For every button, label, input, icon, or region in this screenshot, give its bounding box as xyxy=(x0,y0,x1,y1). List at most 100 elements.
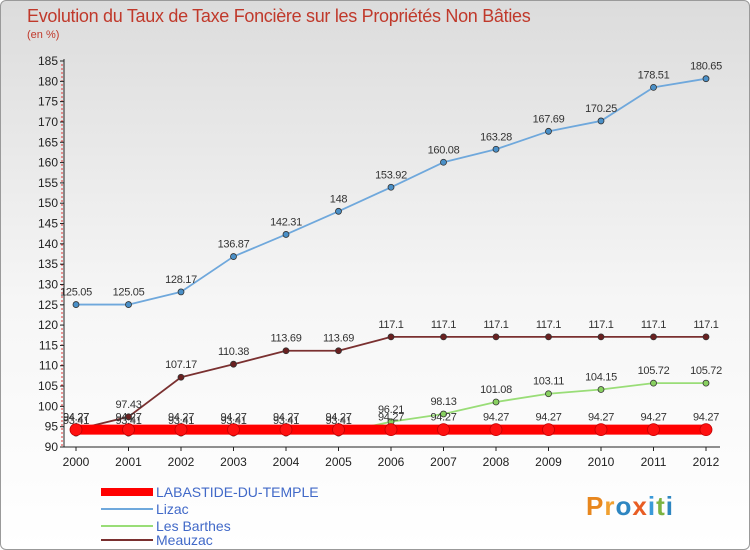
data-label: 113.69 xyxy=(270,333,301,345)
data-point xyxy=(174,423,188,437)
data-label: 105.72 xyxy=(690,365,722,377)
data-label: 163.28 xyxy=(480,131,512,143)
data-label: 148 xyxy=(330,193,348,205)
y-tick-label: 160 xyxy=(38,156,58,170)
data-label: 160.08 xyxy=(428,144,460,156)
logo-letter: i xyxy=(647,491,657,521)
data-point xyxy=(492,145,500,153)
data-point xyxy=(699,423,713,437)
y-tick-label: 125 xyxy=(38,298,58,312)
legend-label: Les Barthes xyxy=(156,518,231,534)
data-point xyxy=(597,386,605,393)
data-point xyxy=(227,423,240,437)
data-point xyxy=(69,423,83,437)
x-tick-label: 2006 xyxy=(378,455,405,469)
data-point xyxy=(230,360,237,368)
data-point xyxy=(282,347,290,355)
legend-item-meauzac[interactable]: Meauzac xyxy=(101,533,401,547)
data-point xyxy=(282,231,290,238)
data-label: 94.27 xyxy=(273,412,299,424)
data-point xyxy=(122,423,135,437)
data-label: 178.51 xyxy=(638,69,670,81)
legend-item-lizac[interactable]: Lizac xyxy=(101,502,401,516)
data-point xyxy=(702,75,710,83)
y-tick-label: 145 xyxy=(38,217,58,231)
legend-swatch xyxy=(101,488,153,496)
data-point xyxy=(230,253,237,260)
data-point xyxy=(542,423,555,437)
data-label: 94.27 xyxy=(168,412,194,424)
data-point xyxy=(492,398,500,406)
y-tick-label: 90 xyxy=(45,440,59,454)
data-label: 93.41 xyxy=(273,415,299,427)
x-tick-label: 2007 xyxy=(430,455,457,469)
data-label: 101.08 xyxy=(480,384,512,396)
data-label: 117.1 xyxy=(693,319,718,331)
data-label: 125.05 xyxy=(113,287,145,299)
data-point xyxy=(545,127,552,135)
data-point xyxy=(125,413,132,421)
logo-letter: r xyxy=(604,491,616,521)
data-label: 103.11 xyxy=(533,376,564,388)
y-tick-label: 120 xyxy=(38,318,58,332)
y-tick-label: 155 xyxy=(38,176,58,190)
legend-item-les-barthes[interactable]: Les Barthes xyxy=(101,519,401,533)
data-point xyxy=(702,333,710,341)
data-point xyxy=(597,333,605,341)
data-label: 97.43 xyxy=(115,399,141,411)
data-label: 93.41 xyxy=(115,415,141,427)
y-tick-label: 115 xyxy=(39,338,58,352)
data-label: 153.92 xyxy=(375,169,407,181)
x-tick-label: 2010 xyxy=(588,455,615,469)
data-point xyxy=(279,423,293,437)
data-label: 94.27 xyxy=(325,412,351,424)
data-point xyxy=(384,423,398,437)
legend-swatch xyxy=(101,525,153,527)
y-tick-label: 130 xyxy=(38,277,58,291)
chart-title: Evolution du Taux de Taxe Foncière sur l… xyxy=(27,6,531,26)
x-tick-label: 2005 xyxy=(325,455,352,469)
y-tick-label: 110 xyxy=(39,359,58,373)
logo-letter: x xyxy=(632,491,648,521)
data-label: 94.27 xyxy=(115,412,141,424)
legend-label: Meauzac xyxy=(156,532,213,548)
data-point xyxy=(440,410,447,418)
data-point xyxy=(597,117,605,125)
data-point xyxy=(545,333,552,341)
y-tick-label: 140 xyxy=(38,237,58,251)
x-tick-label: 2000 xyxy=(63,455,90,469)
data-point xyxy=(594,423,608,437)
data-label: 93.41 xyxy=(168,415,194,427)
logo-letter: i xyxy=(665,491,674,521)
logo-letter: t xyxy=(656,491,666,521)
data-label: 117.1 xyxy=(536,319,561,331)
data-point xyxy=(650,379,657,387)
data-label: 94.27 xyxy=(430,412,456,424)
data-label: 113.69 xyxy=(323,333,354,345)
data-label: 94.27 xyxy=(378,412,404,424)
data-label: 170.25 xyxy=(585,103,617,115)
data-point xyxy=(335,207,342,215)
legend-item-labastide[interactable]: LABASTIDE-DU-TEMPLE xyxy=(101,485,401,499)
data-label: 136.87 xyxy=(218,239,250,251)
logo-letter: P xyxy=(586,491,605,521)
unit-label: (en %) xyxy=(27,29,60,41)
proxiti-logo: Proxiti xyxy=(586,491,674,522)
data-label: 117.1 xyxy=(378,319,403,331)
legend-label: LABASTIDE-DU-TEMPLE xyxy=(156,484,319,500)
data-point xyxy=(387,183,395,191)
data-point xyxy=(489,423,503,437)
data-point xyxy=(545,390,552,398)
y-tick-label: 180 xyxy=(38,74,58,88)
data-label: 93.41 xyxy=(63,415,89,427)
x-tick-label: 2004 xyxy=(273,455,300,469)
data-point xyxy=(437,423,450,437)
data-point xyxy=(387,333,395,341)
data-label: 94.27 xyxy=(220,412,246,424)
data-point xyxy=(72,301,80,308)
data-label: 125.05 xyxy=(60,287,92,299)
x-tick-label: 2008 xyxy=(483,455,510,469)
data-point xyxy=(702,379,710,387)
data-label: 93.41 xyxy=(220,415,246,427)
